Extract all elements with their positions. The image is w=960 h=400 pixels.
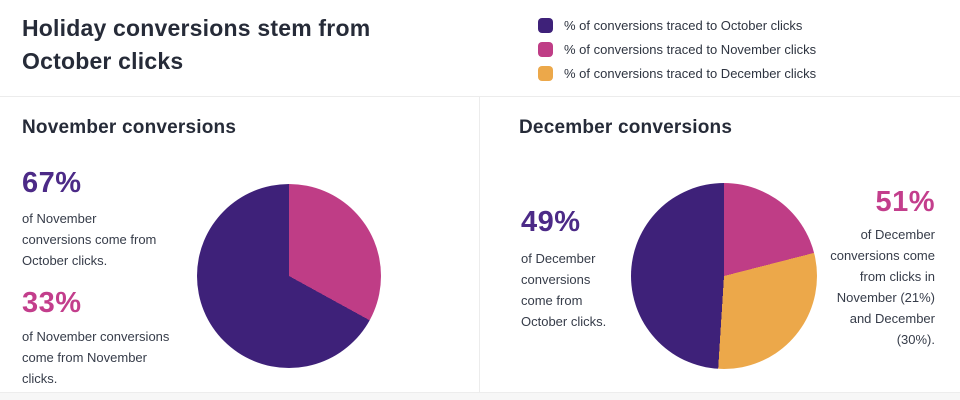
november-november-stat-description: of November conversions come from Novemb… [22, 329, 170, 386]
december-pie-chart [631, 183, 817, 369]
december-panel-heading: December conversions [519, 117, 733, 138]
panel-divider [479, 97, 480, 392]
november-pie-chart [197, 184, 381, 368]
legend-label-november: % of conversions traced to November clic… [564, 41, 817, 57]
october-swatch-icon [538, 17, 553, 33]
december-novdec-stat-value: 51% [875, 186, 935, 218]
legend-item-december: % of conversions traced to December clic… [538, 65, 816, 81]
december-october-stat-value: 49% [521, 206, 581, 238]
header-divider [0, 96, 960, 97]
december-october-stat-description: of December conversions come from Octobe… [521, 251, 607, 329]
november-november-stat-value: 33% [22, 287, 82, 319]
november-swatch-icon [538, 41, 553, 57]
bottom-strip [0, 392, 960, 400]
page-title: Holiday conversions stem from October cl… [22, 15, 371, 74]
legend: % of conversions traced to October click… [538, 17, 816, 81]
legend-item-november: % of conversions traced to November clic… [538, 41, 816, 57]
legend-label-october: % of conversions traced to October click… [564, 17, 803, 33]
november-panel-heading: November conversions [22, 117, 237, 138]
december-swatch-icon [538, 65, 553, 81]
december-novdec-stat-description: of December conversions come from clicks… [830, 227, 935, 347]
legend-item-october: % of conversions traced to October click… [538, 17, 816, 33]
legend-label-december: % of conversions traced to December clic… [564, 65, 817, 81]
november-october-stat-description: of November conversions come from Octobe… [22, 211, 157, 268]
november-october-stat-value: 67% [22, 167, 82, 199]
